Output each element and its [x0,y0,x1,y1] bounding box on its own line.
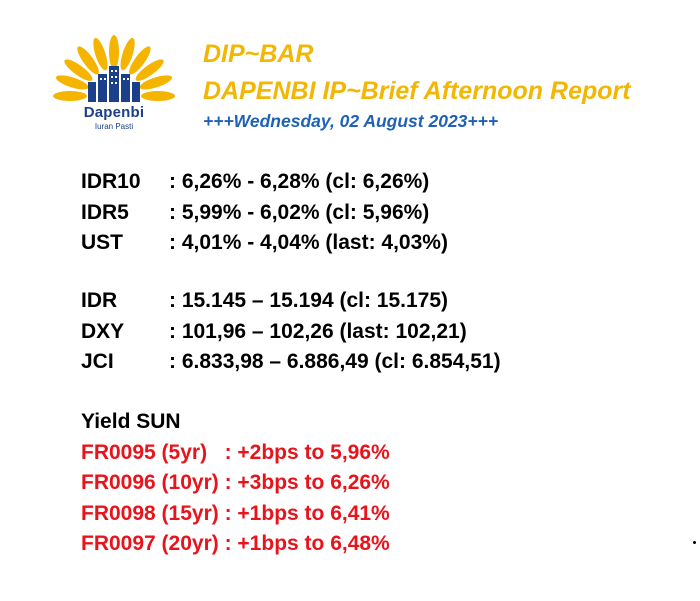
row-value: : 5,99% - 6,02% (cl: 5,96%) [169,200,430,224]
row-label: IDR10 [81,170,141,193]
row-label: DXY [81,319,125,343]
row-value: : 6,26% - 6,28% (cl: 6,26%) [169,170,430,193]
row-label: FR0095 (5yr) [81,440,208,464]
yield-sun-heading: Yield SUN [81,410,181,433]
logo-name: Dapenbi [83,104,145,121]
market-row-jci: JCI : 6.833,98 – 6.886,49 (cl: 6.854,51) [81,347,501,378]
market-row-dxy: DXY : 101,96 – 102,26 (last: 102,21) [81,317,501,348]
bond-row-idr10: IDR10 : 6,26% - 6,28% (cl: 6,26%) [81,167,448,198]
bond-row-idr5: IDR5 : 5,99% - 6,02% (cl: 5,96%) [81,198,448,229]
row-value: : +1bps to 6,48% [224,532,390,555]
row-label: FR0097 (20yr) [81,532,219,555]
row-label: IDR [81,289,118,312]
markets-section: IDR : 15.145 – 15.194 (cl: 15.175) DXY : 1… [81,286,501,378]
bond-row-ust: UST : 4,01% - 4,04% (last: 4,03%) [81,228,448,259]
logo-tagline: Iuran Pasti [94,122,134,131]
yield-row-fr0097: FR0097 (20yr) : +1bps to 6,48% [81,529,390,560]
yield-row-fr0098: FR0098 (15yr) : +1bps to 6,41% [81,499,390,530]
dapenbi-logo: Dapenbi Iuran Pasti [48,26,180,134]
row-label: IDR5 [81,200,129,224]
yield-sun-section: Yield SUN FR0095 (5yr) : +2bps to 5,96% … [81,407,390,560]
report-title: DAPENBI IP~Brief Afternoon Report [203,77,631,105]
stray-dot [693,541,696,544]
yield-row-fr0095: FR0095 (5yr) : +2bps to 5,96% [81,438,390,469]
row-value: : 15.145 – 15.194 (cl: 15.175) [169,289,449,312]
row-label: JCI [81,350,114,373]
report-date: +++Wednesday, 02 August 2023+++ [203,111,499,131]
row-label: FR0096 (10yr) [81,471,219,494]
report-code-title: DIP~BAR [203,40,314,68]
row-value: : 6.833,98 – 6.886,49 (cl: 6.854,51) [169,350,501,373]
row-label: UST [81,231,123,254]
row-value: : +2bps to 5,96% [224,440,390,464]
row-label: FR0098 (15yr) [81,501,219,525]
row-value: : 101,96 – 102,26 (last: 102,21) [169,319,467,343]
row-value: : +1bps to 6,41% [224,501,390,525]
market-row-idr: IDR : 15.145 – 15.194 (cl: 15.175) [81,286,501,317]
row-value: : +3bps to 6,26% [224,471,390,494]
bond-yields-section: IDR10 : 6,26% - 6,28% (cl: 6,26%) IDR5 : 5… [81,167,448,259]
row-value: : 4,01% - 4,04% (last: 4,03%) [169,231,448,254]
sun-rays-icon [53,35,175,102]
yield-row-fr0096: FR0096 (10yr) : +3bps to 6,26% [81,468,390,499]
